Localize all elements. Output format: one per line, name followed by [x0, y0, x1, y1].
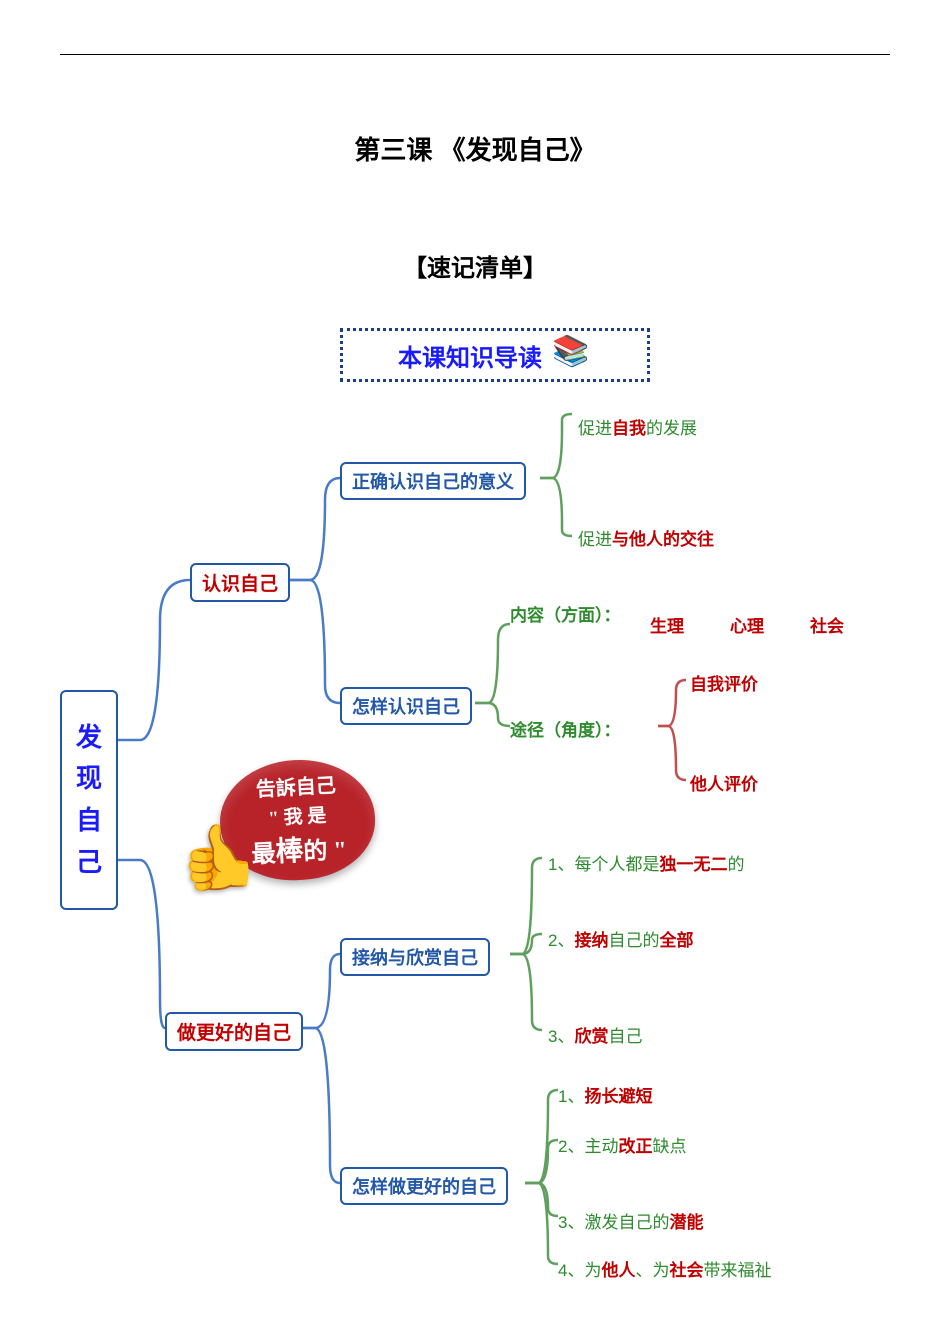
thumbs-up-icon: 👍: [180, 820, 260, 895]
badge-line3: 最棒的 ": [250, 826, 347, 871]
root-node: 发现自己: [60, 690, 118, 910]
badge-line1: 告訴自己: [255, 769, 336, 802]
root-label: 发现自己: [76, 717, 102, 883]
page-top-rule: [60, 54, 890, 55]
leaf-d1: 1、扬长避短: [558, 1082, 652, 1107]
leaf-d4: 4、为他人、为社会带来福祉: [558, 1256, 771, 1281]
node-how-know: 怎样认识自己: [340, 687, 472, 725]
guide-box: 本课知识导读: [340, 328, 650, 382]
leaf-a1: 促进自我的发展: [578, 414, 697, 439]
leaf-a2: 促进与他人的交往: [578, 525, 714, 550]
leaf-d3: 3、激发自己的潜能: [558, 1208, 703, 1233]
page-subtitle: 【速记清单】: [0, 248, 950, 283]
leaf-c2: 2、接纳自己的全部: [548, 926, 693, 951]
node-know-self: 认识自己: [190, 563, 290, 602]
guide-text: 本课知识导读: [398, 338, 542, 373]
leaf-c1: 1、每个人都是独一无二的: [548, 850, 744, 875]
books-icon: [548, 336, 592, 374]
badge-line2: " 我 是: [268, 801, 327, 831]
leaf-b1-v1: 生理: [650, 612, 684, 637]
node-accept: 接纳与欣赏自己: [340, 938, 490, 976]
node-how-better: 怎样做更好的自己: [340, 1167, 508, 1205]
page-title: 第三课 《发现自己》: [0, 130, 950, 167]
node-better-self: 做更好的自己: [165, 1012, 303, 1051]
leaf-c3: 3、欣赏自己: [548, 1022, 642, 1047]
leaf-d2: 2、主动改正缺点: [558, 1132, 686, 1157]
leaf-b2-label: 途径（角度）：: [510, 716, 621, 741]
motivational-badge: 告訴自己 " 我 是 最棒的 " 👍: [180, 750, 380, 905]
leaf-b1-v3: 社会: [810, 612, 844, 637]
node-meaning: 正确认识自己的意义: [340, 462, 526, 500]
leaf-b2-v2: 他人评价: [690, 770, 758, 795]
leaf-b2-v1: 自我评价: [690, 670, 758, 695]
leaf-b1-v2: 心理: [730, 612, 764, 637]
leaf-b1-label: 内容（方面）：: [510, 605, 630, 627]
connector-lines: [0, 0, 950, 1344]
